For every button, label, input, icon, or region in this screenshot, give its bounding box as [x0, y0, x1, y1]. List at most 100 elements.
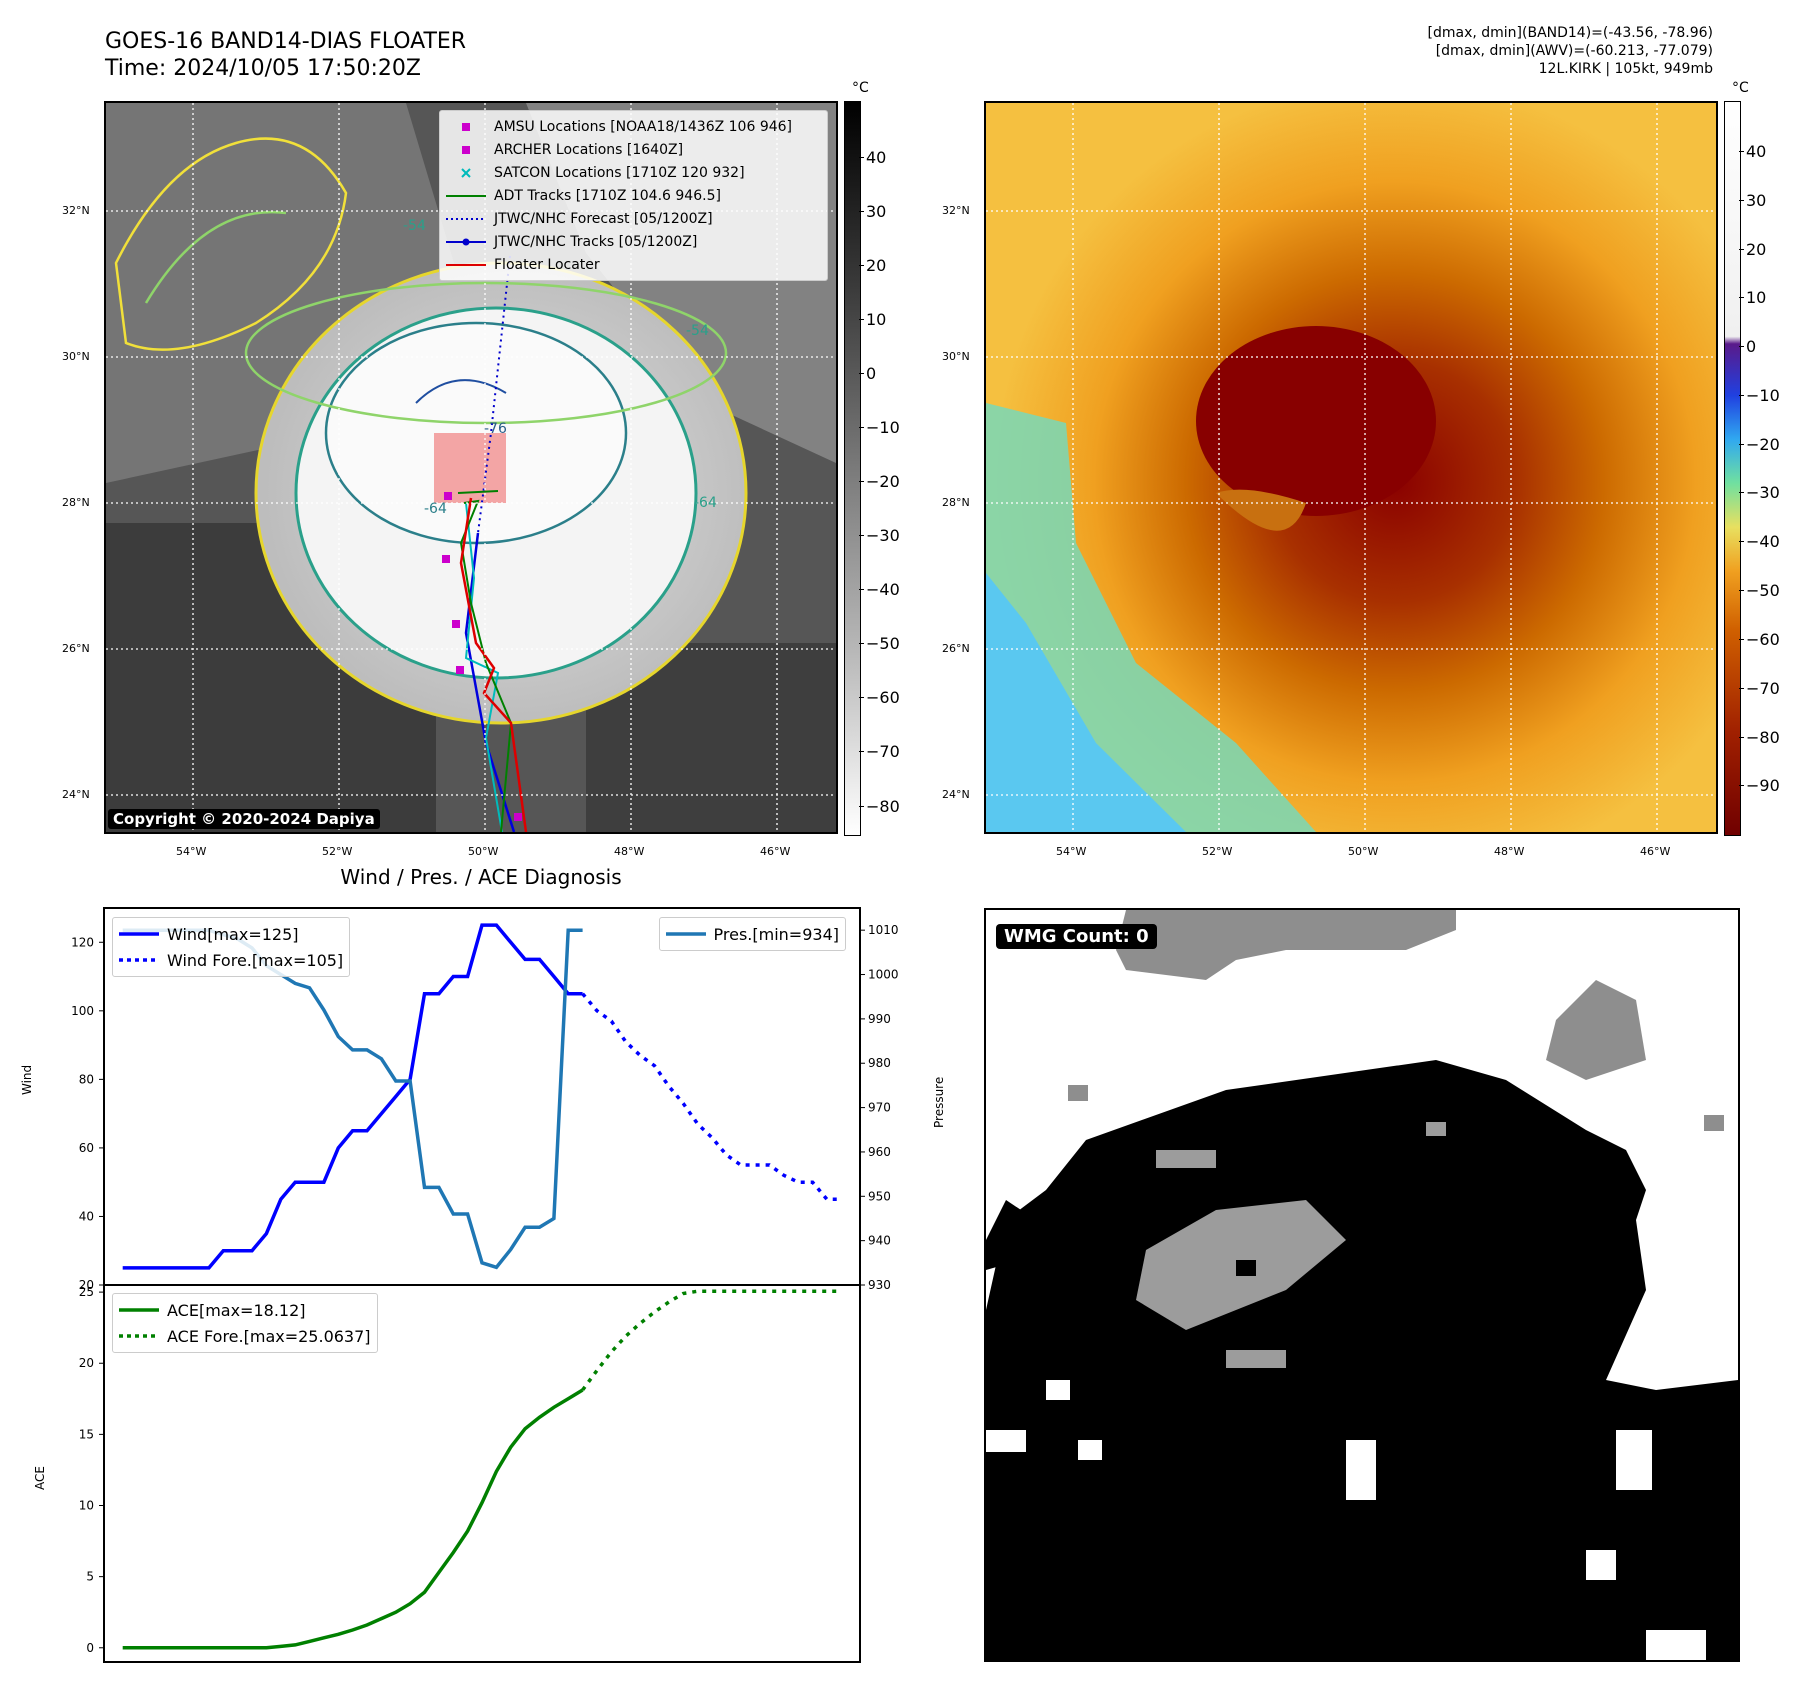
legend-label: Wind Fore.[max=105]	[167, 950, 344, 970]
lat-label: 26°N	[62, 642, 90, 655]
colorbar-tick-label: −20	[1746, 435, 1780, 454]
legend-label: Wind[max=125]	[167, 924, 299, 944]
y2-tick-label: 970	[868, 1101, 891, 1115]
colorbar-tick	[859, 157, 864, 158]
y-tick-label: 25	[79, 1285, 94, 1299]
lat-label: 32°N	[62, 204, 90, 217]
colorbar-tick	[1739, 200, 1744, 201]
legend-symbol-icon	[446, 167, 486, 179]
y-tick-label: 60	[79, 1141, 94, 1155]
colorbar-tick-label: −80	[866, 797, 900, 816]
wind-pressure-chart: 20 40 60 80 100 120 930 940 950 960 970 980 990 1000 1…	[71, 907, 899, 1292]
series-line-0	[122, 1388, 584, 1650]
colorbar-tick-label: 20	[1746, 240, 1767, 259]
legend-item: ACE Fore.[max=25.0637]	[119, 1323, 371, 1349]
copyright-badge: Copyright © 2020-2024 Dapiya	[108, 809, 380, 829]
ace-chart: 0 5 10 15 20 25 ACE[max=18.12] ACE Fore.[max=…	[79, 1284, 861, 1663]
colorbar-tick	[1739, 444, 1744, 445]
lon-label: 54°W	[176, 845, 207, 858]
wmg-imagery	[986, 910, 1738, 1660]
legend-label: JTWC/NHC Forecast [05/1200Z]	[494, 210, 713, 227]
colorbar-tick-label: −80	[1746, 728, 1780, 747]
y-tick-label: 5	[86, 1570, 94, 1584]
colorbar-tick	[1739, 249, 1744, 250]
colorbar-tick	[1739, 737, 1744, 738]
colorbar-tick	[1739, 492, 1744, 493]
legend-item: SATCON Locations [1710Z 120 932]	[446, 161, 821, 184]
lon-label: 46°W	[1640, 845, 1671, 858]
colorbar-tick-label: 40	[1746, 142, 1767, 161]
wind-legend: Wind[max=125] Wind Fore.[max=105]	[112, 917, 351, 977]
colorbar-tick-label: −60	[866, 688, 900, 707]
ir-colorbar-unit: °C	[852, 80, 869, 96]
legend-item: ARCHER Locations [1640Z]	[446, 138, 821, 161]
lat-label: 30°N	[62, 350, 90, 363]
legend-item: Floater Locater	[446, 253, 821, 276]
legend-item: Pres.[min=934]	[665, 921, 839, 947]
y2-tick-label: 1000	[868, 968, 899, 982]
colorbar-tick-label: −40	[1746, 532, 1780, 551]
legend-item: ADT Tracks [1710Z 104.6 946.5]	[446, 184, 821, 207]
colorbar-tick-label: −10	[866, 418, 900, 437]
colorbar-tick	[1739, 541, 1744, 542]
ace-plot: 0 5 10 15 20 25	[79, 1284, 861, 1663]
title-line-2: Time: 2024/10/05 17:50:20Z	[105, 56, 421, 81]
y-tick-label: 20	[79, 1356, 94, 1370]
y-tick-label: 0	[86, 1641, 94, 1655]
colorbar-tick-label: 0	[866, 364, 877, 383]
info-line-2: [dmax, dmin](AWV)=(-60.213, -77.079)	[1435, 43, 1713, 59]
info-line-1: [dmax, dmin](BAND14)=(-43.56, -78.96)	[1427, 25, 1714, 41]
info-line-3: 12L.KIRK | 105kt, 949mb	[1538, 61, 1713, 77]
lat-label: 24°N	[942, 788, 970, 801]
lat-label: 26°N	[942, 642, 970, 655]
pressure-legend: Pres.[min=934]	[658, 917, 846, 951]
colorbar-tick	[1739, 346, 1744, 347]
colorbar-tick-label: −20	[866, 472, 900, 491]
colorbar-tick	[1739, 785, 1744, 786]
lon-label: 50°W	[468, 845, 499, 858]
lat-label: 32°N	[942, 204, 970, 217]
colorbar-tick-label: −30	[866, 526, 900, 545]
legend-label: AMSU Locations [NOAA18/1436Z 106 946]	[494, 118, 793, 135]
colorbar-tick	[1739, 639, 1744, 640]
colorbar-tick-label: 30	[1746, 191, 1767, 210]
wmg-panel: WMG Count: 0	[984, 908, 1740, 1662]
colorbar-tick-label: −70	[866, 742, 900, 761]
wmg-count-badge: WMG Count: 0	[996, 924, 1157, 949]
lat-label: 24°N	[62, 788, 90, 801]
legend-symbol-icon	[446, 190, 486, 202]
legend-label: ADT Tracks [1710Z 104.6 946.5]	[494, 187, 721, 204]
series-line-0	[122, 923, 583, 1270]
contour-label: -76	[484, 421, 507, 437]
chart-title: GOES-16 BAND14-DIAS FLOATER Time: 2024/1…	[105, 28, 466, 82]
y2-tick-label: 940	[868, 1234, 891, 1248]
contour-label: -54	[403, 218, 426, 234]
lat-label: 28°N	[942, 496, 970, 509]
colorbar-tick-label: −10	[1746, 386, 1780, 405]
y2-tick-label: 960	[868, 1145, 891, 1159]
lon-label: 48°W	[614, 845, 645, 858]
y-tick-label: 80	[79, 1072, 94, 1086]
legend-symbol-icon	[446, 144, 486, 156]
legend-item: JTWC/NHC Tracks [05/1200Z]	[446, 230, 821, 253]
series-line-1	[581, 992, 842, 1202]
colorbar-tick	[859, 373, 864, 374]
y-tick-label: 100	[71, 1004, 94, 1018]
colorbar-tick	[1739, 151, 1744, 152]
colorbar-tick-label: 10	[866, 310, 887, 329]
series-line-2	[122, 928, 583, 1270]
colorbar-tick-label: −70	[1746, 679, 1780, 698]
legend-label: Pres.[min=934]	[713, 924, 839, 944]
lat-label: 28°N	[62, 496, 90, 509]
colorbar-tick	[859, 535, 864, 536]
y-tick-label: 40	[79, 1209, 94, 1223]
legend-label: ACE Fore.[max=25.0637]	[167, 1326, 371, 1346]
legend-label: Floater Locater	[494, 256, 600, 273]
colorbar-tick-label: −90	[1746, 776, 1780, 795]
lon-label: 50°W	[1348, 845, 1379, 858]
legend-symbol-icon	[446, 259, 486, 271]
info-text: [dmax, dmin](BAND14)=(-43.56, -78.96) [d…	[1428, 24, 1714, 78]
legend-label: SATCON Locations [1710Z 120 932]	[494, 164, 745, 181]
contour-label: -64	[694, 495, 717, 511]
colorbar-tick	[1739, 395, 1744, 396]
